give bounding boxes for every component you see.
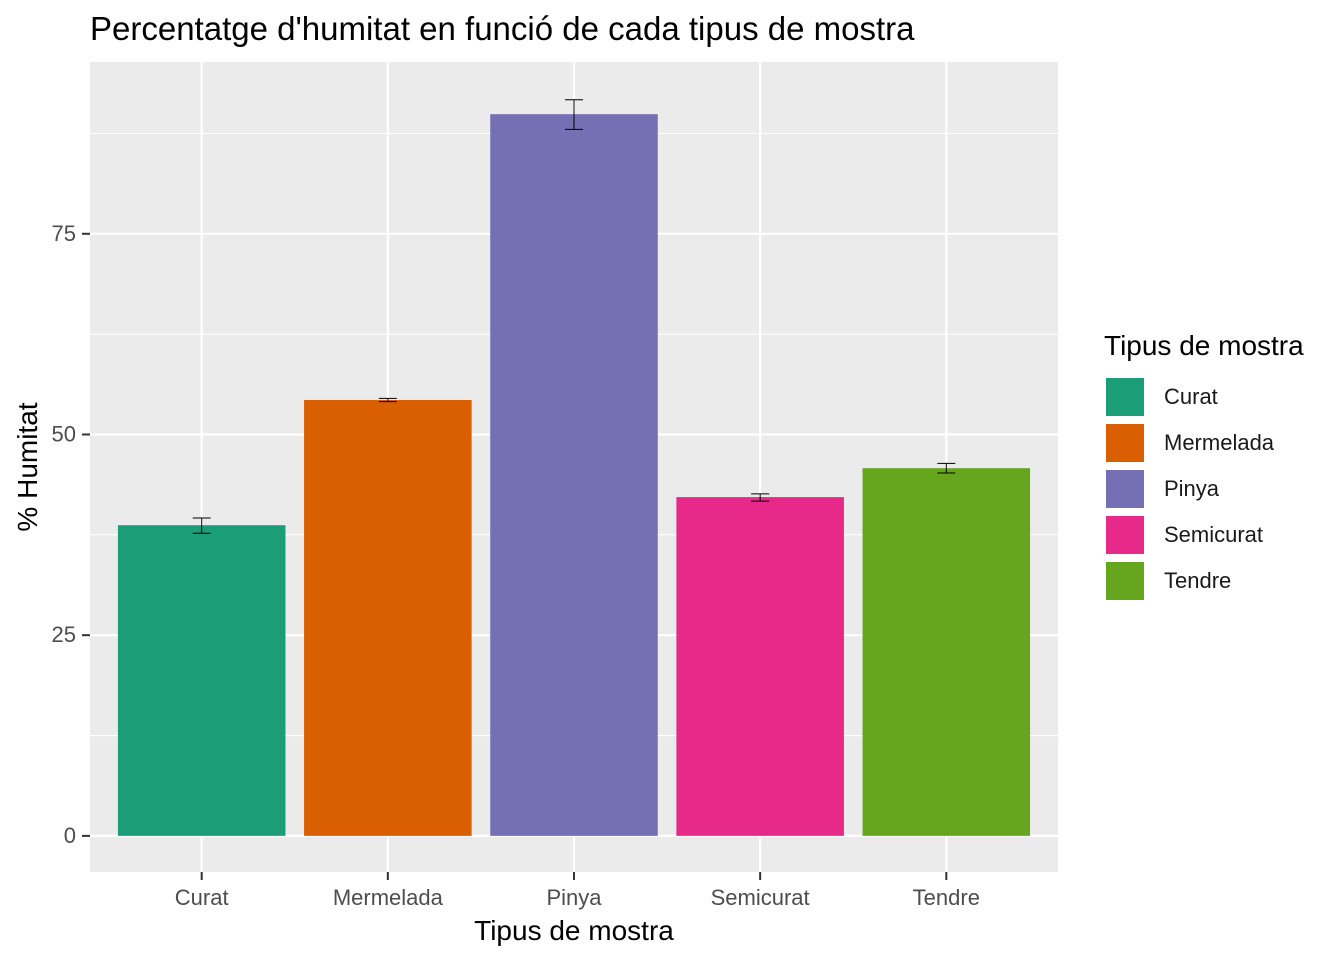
x-axis-label: Tipus de mostra — [474, 915, 674, 946]
legend-swatch — [1104, 514, 1146, 556]
legend-item: Curat — [1104, 374, 1304, 420]
legend-label: Semicurat — [1164, 522, 1264, 547]
chart-title: Percentatge d'humitat en funció de cada … — [90, 10, 915, 47]
legend-label: Mermelada — [1164, 430, 1275, 455]
y-axis-label: % Humitat — [12, 402, 43, 531]
bar — [862, 468, 1031, 836]
legend-label: Tendre — [1164, 568, 1232, 593]
x-tick-label: Curat — [175, 885, 229, 910]
legend: Tipus de mostra Curat Mermelada Pinya Se… — [1104, 330, 1304, 604]
y-tick-label: 0 — [64, 823, 76, 848]
legend-title: Tipus de mostra — [1104, 330, 1304, 361]
y-tick-label: 25 — [52, 622, 76, 647]
x-tick-label: Semicurat — [711, 885, 810, 910]
legend-swatch — [1104, 468, 1146, 510]
bar — [304, 399, 472, 836]
y-tick-label: 75 — [52, 221, 76, 246]
legend-label: Curat — [1164, 384, 1218, 409]
y-tick-label: 50 — [52, 421, 76, 446]
legend-item: Semicurat — [1104, 512, 1304, 558]
bar — [117, 525, 286, 836]
legend-swatch — [1104, 422, 1146, 464]
legend-item: Pinya — [1104, 466, 1304, 512]
x-tick-label: Mermelada — [333, 885, 444, 910]
x-tick-label: Pinya — [546, 885, 602, 910]
bar — [676, 497, 844, 836]
legend-swatch — [1104, 560, 1146, 602]
x-tick-label: Tendre — [913, 885, 980, 910]
legend-item: Tendre — [1104, 558, 1304, 604]
bar — [490, 114, 658, 836]
legend-swatch — [1104, 376, 1146, 418]
legend-label: Pinya — [1164, 476, 1220, 501]
legend-item: Mermelada — [1104, 420, 1304, 466]
